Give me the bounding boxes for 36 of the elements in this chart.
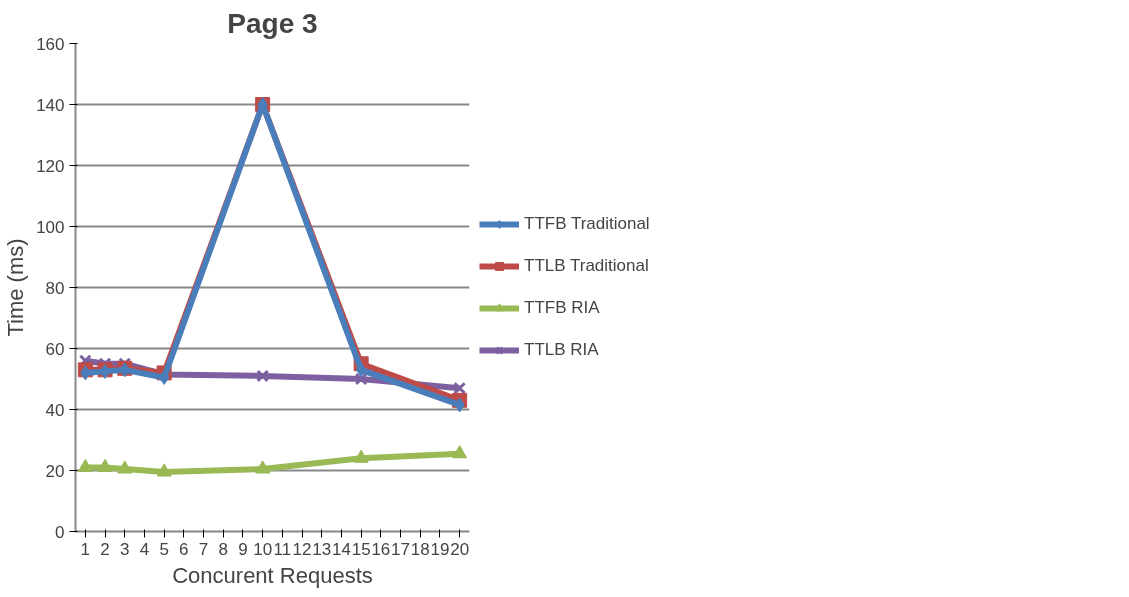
- y-tick-label: 20: [45, 461, 65, 481]
- y-tick-label: 0: [55, 522, 65, 542]
- y-tick-label: 140: [36, 95, 65, 115]
- x-tick-label: 14: [332, 539, 351, 559]
- x-tick-label: 2: [100, 539, 110, 559]
- x-tick-label: 16: [371, 539, 391, 559]
- x-tick-label: 7: [198, 539, 209, 559]
- legend-label: TTFB RIA: [524, 298, 600, 318]
- legend-label: TTFB Traditional: [524, 214, 650, 234]
- x-tick-label: 18: [410, 539, 430, 559]
- x-tick-label: 6: [179, 539, 189, 559]
- x-tick-label: 17: [391, 539, 411, 559]
- x-tick-label: 10: [253, 539, 273, 559]
- x-tick-label: 5: [159, 539, 169, 559]
- legend-label: TTLB RIA: [524, 340, 599, 360]
- y-tick-label: 100: [36, 217, 65, 237]
- x-tick-label: 9: [238, 539, 248, 559]
- chart-title: Page 3: [227, 7, 318, 39]
- x-tick-label: 11: [273, 539, 292, 559]
- x-tick-label: 3: [120, 539, 130, 559]
- x-axis-title: Concurent Requests: [172, 562, 373, 588]
- x-tick-label: 19: [430, 539, 450, 559]
- y-tick-label: 160: [36, 34, 65, 54]
- x-tick-label: 13: [312, 539, 332, 559]
- x-tick-label: 15: [351, 539, 371, 559]
- x-tick-label: 4: [139, 539, 150, 559]
- x-tick-label: 1: [80, 539, 91, 559]
- y-tick-label: 40: [45, 400, 65, 420]
- y-tick-label: 80: [45, 278, 65, 298]
- y-axis-title: Time (ms): [3, 238, 29, 337]
- x-tick-label: 20: [450, 539, 470, 559]
- x-tick-label: 12: [292, 539, 312, 559]
- y-tick-label: 60: [45, 339, 65, 359]
- x-tick-label: 8: [218, 539, 228, 559]
- legend-label: TTLB Traditional: [524, 256, 649, 276]
- y-tick-label: 120: [36, 156, 65, 176]
